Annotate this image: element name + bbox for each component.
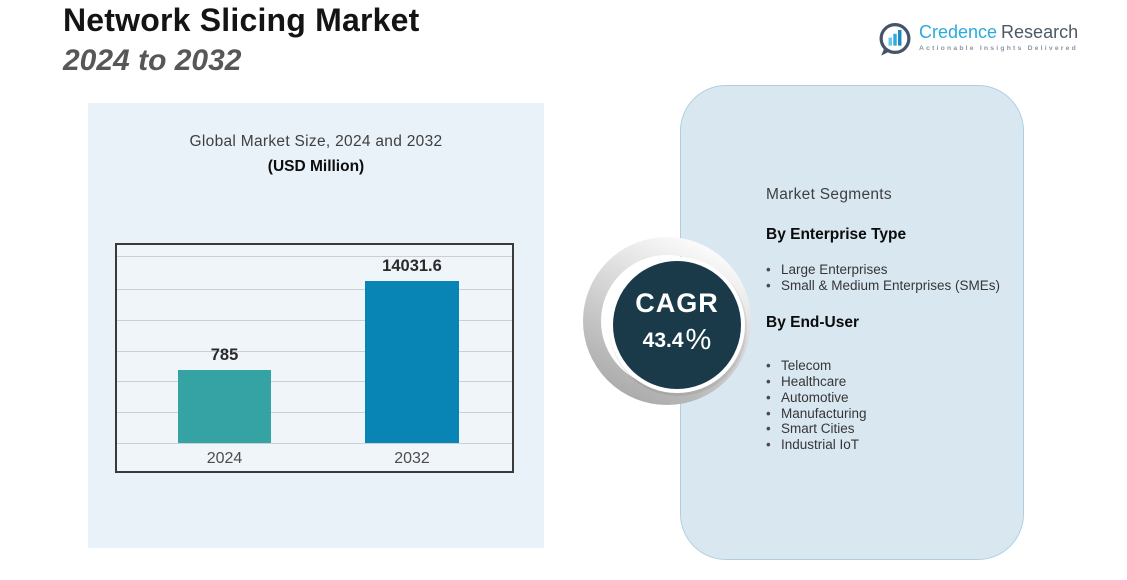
brand-name-secondary: Research: [1001, 22, 1079, 42]
percent-sign: %: [685, 324, 712, 356]
bar-2024: 785: [178, 346, 271, 443]
chart-title: Global Market Size, 2024 and 2032: [189, 133, 443, 150]
list-item: • Industrial IoT: [766, 437, 995, 453]
bullet-icon: •: [766, 357, 771, 373]
segment-group-title-enterprise-type: By Enterprise Type: [766, 226, 907, 243]
logo-bar-3: [898, 29, 902, 46]
list-item: • Manufacturing: [766, 406, 995, 422]
bar-chart-plot: 785 14031.6 2024 2032: [115, 243, 514, 473]
bullet-icon: •: [766, 437, 771, 453]
list-item-label: Large Enterprises: [781, 262, 888, 277]
list-item: • Automotive: [766, 390, 995, 406]
enterprise-type-list: • Large Enterprises • Small & Medium Enter…: [766, 262, 1000, 294]
bullet-icon: •: [766, 389, 771, 405]
bullet-icon: •: [766, 373, 771, 389]
cagr-value-number: 43.4: [642, 329, 684, 352]
list-item: • Smart Cities: [766, 421, 995, 437]
bullet-icon: •: [766, 262, 771, 277]
gridline: [117, 351, 512, 352]
bar-2032-value: 14031.6: [382, 257, 442, 275]
list-item-label: Small & Medium Enterprises (SMEs): [781, 277, 1001, 293]
list-item: • Small & Medium Enterprises (SMEs): [766, 277, 1000, 294]
list-item-label: Smart Cities: [781, 421, 855, 437]
bullet-icon: •: [766, 277, 771, 293]
logo-bubble-tail: [881, 47, 890, 56]
cagr-dark-circle: [609, 257, 745, 393]
chart-unit-label: (USD Million): [267, 158, 365, 175]
page-subtitle: 2024 to 2032: [63, 44, 242, 77]
bar-2024-value: 785: [210, 346, 239, 364]
list-item: • Telecom: [766, 358, 995, 374]
cagr-label: CAGR: [635, 288, 719, 318]
brand-name-primary: Credence: [919, 22, 998, 42]
gridline: [117, 256, 512, 257]
logo-bar-2: [893, 33, 897, 46]
gridline: [117, 320, 512, 321]
list-item-label: Telecom: [781, 357, 832, 373]
brand-tagline: Actionable Insights Delivered: [919, 45, 1078, 52]
chart-panel: Global Market Size, 2024 and 2032 (USD M…: [88, 103, 544, 548]
segment-group-title-end-user: By End-User: [766, 313, 860, 331]
x-axis-label-2024: 2024: [206, 450, 243, 467]
segments-heading: Market Segments: [766, 186, 892, 203]
bar-chart-bubble-icon: [879, 23, 911, 56]
bar-2032: 14031.6: [365, 257, 459, 443]
list-item-label: Manufacturing: [781, 405, 867, 421]
cagr-badge-graphic: [583, 237, 751, 405]
gridline: [117, 412, 512, 413]
cagr-badge: CAGR 43.4%: [612, 288, 742, 356]
list-item-label: Industrial IoT: [781, 437, 860, 453]
gridline: [117, 381, 512, 382]
brand-logo-text: Credence Research Actionable Insights Del…: [919, 20, 1078, 52]
list-item: • Healthcare: [766, 374, 995, 390]
bullet-icon: •: [766, 421, 771, 437]
bullet-icon: •: [766, 405, 771, 421]
brand-logo: Credence Research Actionable Insights Del…: [876, 20, 1078, 58]
page-title: Network Slicing Market: [63, 2, 420, 38]
list-item-label: Automotive: [781, 389, 849, 405]
list-item: • Large Enterprises: [766, 262, 995, 278]
gridline: [117, 289, 512, 290]
list-item-label: Healthcare: [781, 373, 847, 389]
end-user-list: • Telecom • Healthcare • Automotive • Manufa…: [766, 358, 995, 453]
cagr-value: 43.4%: [612, 322, 742, 356]
gridline: [117, 443, 512, 444]
x-axis-label-2032: 2032: [394, 450, 430, 467]
logo-bar-1: [888, 37, 892, 46]
